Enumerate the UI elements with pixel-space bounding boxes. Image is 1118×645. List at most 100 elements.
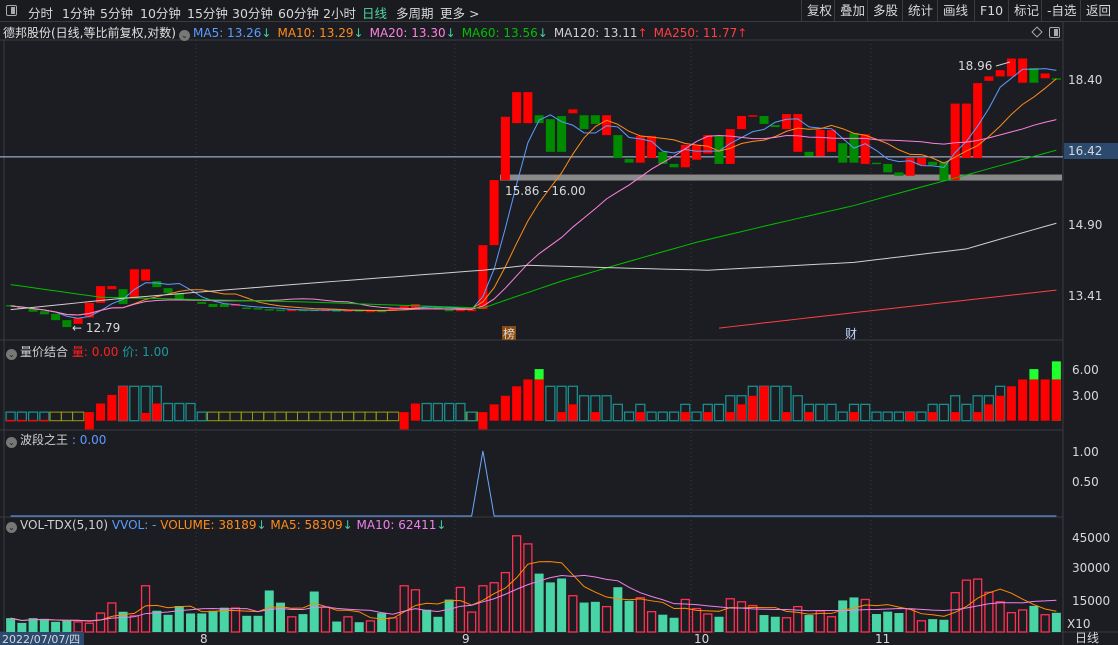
candle-up (467, 309, 477, 312)
period-tab[interactable]: 30分钟 (232, 6, 273, 21)
vp-red-bar (725, 412, 735, 421)
candle-down (242, 307, 252, 310)
volume-bar-up (815, 610, 825, 633)
month-tick: 9 (462, 632, 470, 645)
volume-bar-down (444, 599, 454, 632)
volume-bar-down (658, 614, 668, 632)
trend-arrow-icon: ↓ (353, 26, 364, 40)
candle-down (759, 116, 769, 124)
vp-red-bar (737, 404, 747, 421)
volume-bar-down (309, 591, 319, 632)
candle-up (523, 92, 533, 124)
vp-legend: ⌄ 量价结合 量: 0.00 价: 1.00 (3, 343, 169, 360)
vp-teal-box (657, 411, 668, 422)
period-tab[interactable]: 10分钟 (140, 6, 181, 21)
volume-bar-down (253, 615, 263, 632)
toolbar-button[interactable]: 叠加 (834, 0, 870, 22)
candle-down (186, 299, 196, 301)
collapse-icon[interactable]: ⌄ (6, 522, 17, 533)
volume-bar-up (691, 607, 702, 633)
vp-teal-box (961, 403, 972, 422)
volume-bar-down (1029, 605, 1039, 632)
toolbar-button[interactable]: 统计 (902, 0, 938, 22)
period-tab[interactable]: 多周期 (396, 6, 434, 21)
candle-down (298, 309, 308, 312)
vol-ma5-value: MA5: 58309 (270, 518, 343, 532)
legend-toggle-icon[interactable]: ⌄ (179, 30, 190, 41)
volume-bar-down (838, 600, 848, 632)
candle-up (399, 306, 409, 309)
period-tab[interactable]: 日线 (362, 6, 388, 21)
vp-v1-label: 量 (71, 345, 84, 359)
high-arrow-icon (995, 61, 1011, 67)
month-tick: 8 (200, 632, 208, 645)
period-tab[interactable]: 15分钟 (187, 6, 228, 21)
volume-bar-down (883, 611, 893, 632)
candle-down (534, 115, 544, 124)
period-tab[interactable]: 2小时 (323, 6, 356, 21)
period-tab[interactable]: 分时 (28, 6, 54, 21)
toolbar-button[interactable]: 标记 (1008, 0, 1044, 22)
period-tab[interactable]: 60分钟 (278, 6, 319, 21)
period-label: 日线 (1075, 631, 1099, 645)
volume-bar-up (500, 571, 511, 633)
toolbar-button[interactable]: 返回 (1080, 0, 1116, 22)
vp-title: 量价结合 (20, 345, 69, 359)
volume-ma5-line (10, 561, 1057, 622)
vp-teal-box (691, 411, 702, 422)
collapse-icon[interactable]: ⌄ (6, 437, 17, 448)
vp-red-bar (141, 412, 151, 421)
toolbar-button[interactable]: 复权 (801, 0, 837, 22)
candle-down (714, 135, 724, 164)
candle-up (737, 116, 747, 130)
volume-bar-up (489, 582, 499, 633)
vp-teal-box (432, 402, 444, 422)
period-tab[interactable]: 1分钟 (62, 6, 95, 21)
vp-teal-box (151, 385, 162, 422)
low-price-label: ← 12.79 (72, 321, 120, 335)
main-legend: 德邦股份(日线,等比前复权,对数) ⌄ MA5: 13.26↓ MA10: 13.29… (3, 24, 753, 41)
toolbar-button[interactable]: F10 (974, 0, 1008, 22)
vp-teal-box (444, 402, 455, 422)
vp-v1-value: : 0.00 (83, 345, 119, 359)
toolbar-button[interactable]: -自选 (1041, 0, 1082, 22)
candle-up (568, 109, 578, 114)
vp-teal-box (196, 411, 207, 422)
toolbar-button[interactable]: 画线 (937, 0, 973, 22)
sidebar-toggle-icon[interactable] (6, 5, 17, 16)
collapse-icon[interactable]: ⌄ (6, 349, 17, 360)
period-tab[interactable]: 5分钟 (100, 6, 133, 21)
diamond-icon[interactable] (1031, 26, 1043, 38)
vp-red-bar (523, 379, 533, 421)
volume-bar-up (984, 591, 994, 633)
candle-down (118, 289, 128, 304)
vp-teal-box (713, 403, 725, 422)
trend-arrow-icon: ↑ (737, 26, 748, 40)
vp-olive-box (296, 411, 310, 422)
toolbar-button[interactable]: 多股 (867, 0, 903, 22)
volume-bar-up (995, 601, 1005, 633)
axis-label: 6.00 (1072, 363, 1099, 377)
unit-label: X10 (1067, 617, 1091, 631)
vp-olive-box (229, 411, 242, 422)
vp-red-bar (107, 394, 117, 421)
vp-red-bar (84, 412, 94, 430)
vp-red-bar (905, 412, 915, 421)
volume-bar-down (759, 615, 769, 632)
vp-green-bar (534, 369, 544, 421)
period-tab[interactable]: 更多 > (440, 6, 480, 21)
volume-bar-up (95, 612, 106, 633)
candle-down (939, 161, 949, 181)
vp-red-bar (973, 412, 983, 421)
volume-bar-up (107, 602, 117, 633)
vp-teal-box (39, 411, 50, 422)
ma20-line (10, 119, 1057, 316)
candle-up (984, 76, 994, 81)
vp-red-bar (928, 412, 938, 421)
panel-toggle-icon[interactable] (1049, 27, 1060, 38)
candle-down (928, 161, 938, 166)
volume-bar-down (804, 615, 814, 632)
vp-teal-box (5, 411, 16, 422)
wave-legend: ⌄ 波段之王 : 0.00 (3, 431, 106, 448)
volume-bar-up (478, 585, 488, 633)
